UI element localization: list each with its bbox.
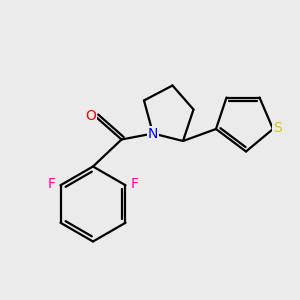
Text: F: F [47,177,56,191]
Text: N: N [148,127,158,140]
Text: O: O [85,109,96,122]
Text: F: F [130,177,139,191]
Text: S: S [273,121,282,134]
